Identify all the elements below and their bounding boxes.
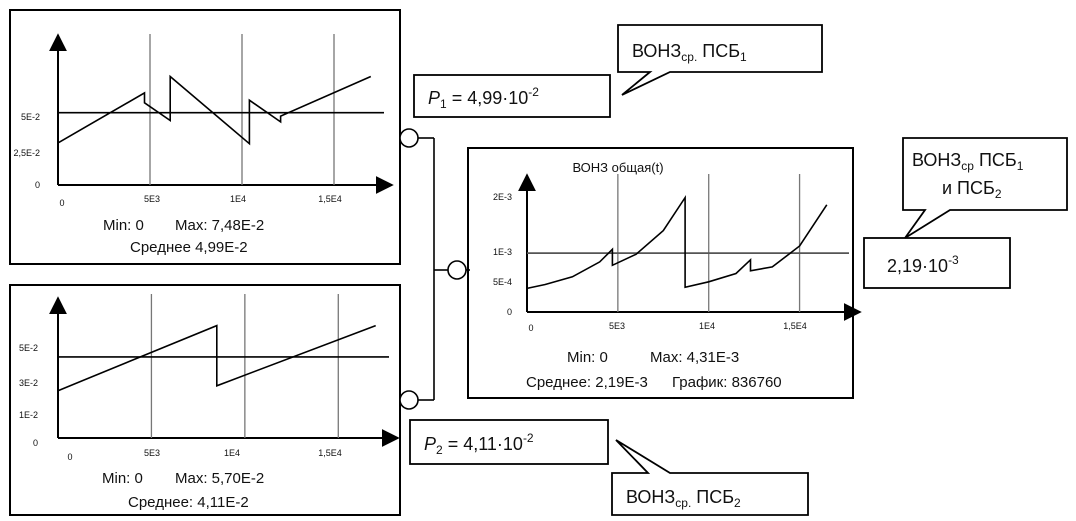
x-tick-label: 5E3	[144, 194, 160, 204]
junction-node	[447, 260, 467, 280]
y-tick-label: 3E-2	[19, 378, 38, 388]
callout-text: ВОНЗср ПСБ1	[912, 150, 1024, 173]
x-tick-label: 0	[67, 452, 72, 462]
mean-value: Среднее 4,99E-2	[130, 239, 248, 256]
x-tick-label: 1,5E4	[318, 448, 342, 458]
y-tick-label: 1E-3	[493, 247, 512, 257]
x-tick-label: 0	[528, 323, 533, 333]
mean-value: Среднее: 4,11E-2	[128, 494, 249, 511]
y-tick-label: 5E-4	[493, 277, 512, 287]
chart-title: ВОНЗ общая(t)	[572, 160, 663, 175]
junction-node	[399, 390, 419, 410]
min-value: Min: 0	[103, 217, 144, 234]
value-box-frame	[863, 237, 1011, 289]
y-tick-label: 0	[33, 438, 38, 448]
callout-shape	[902, 137, 1068, 239]
gridlines	[149, 34, 335, 185]
x-tick-label: 1,5E4	[783, 321, 807, 331]
max-value: Max: 7,48E-2	[175, 217, 264, 234]
callout-psb2: ВОНЗср. ПСБ2	[611, 439, 809, 516]
x-tick-label: 0	[59, 198, 64, 208]
gridlines	[617, 174, 801, 312]
min-value: Min: 0	[567, 349, 608, 366]
series-line	[57, 74, 372, 146]
value-box-frame	[413, 74, 611, 118]
gridlines	[150, 294, 339, 438]
callout-psb1-psb2: ВОНЗср ПСБ1 и ПСБ2	[902, 137, 1068, 239]
x-tick-label: 1,5E4	[318, 194, 342, 204]
total-value: 2,19·10-3	[887, 253, 959, 276]
series-line	[526, 194, 828, 290]
x-tick-label: 5E3	[144, 448, 160, 458]
graph-count: График: 836760	[672, 374, 782, 391]
panel-frame	[9, 9, 401, 265]
y-tick-label: 5E-2	[19, 343, 38, 353]
x-tick-label: 1E4	[230, 194, 246, 204]
min-value: Min: 0	[102, 470, 143, 487]
chart-panel-total: ВОНЗ общая(t) 0 5E-4 1E-3 2E-3 0 5E3 1E4…	[467, 147, 862, 399]
p1-value-box: P1 = 4,99·10-2	[413, 74, 611, 118]
callout-text: ВОНЗср. ПСБ1	[632, 41, 747, 64]
y-tick-label: 2E-3	[493, 192, 512, 202]
p2-value-box: P2 = 4,11·10-2	[409, 419, 609, 465]
connector-lines	[399, 128, 470, 410]
x-tick-label: 5E3	[609, 321, 625, 331]
p2-value: P2 = 4,11·10-2	[424, 431, 534, 457]
chart-panel-psb1: 0 2,5E-2 5E-2 0 5E3 1E4 1,5E4 Min: 0 Max…	[9, 9, 401, 265]
callout-text-line2: и ПСБ2	[942, 178, 1002, 201]
callout-psb1: ВОНЗср. ПСБ1	[617, 24, 823, 96]
max-value: Max: 5,70E-2	[175, 470, 264, 487]
x-tick-label: 1E4	[224, 448, 240, 458]
max-value: Max: 4,31E-3	[650, 349, 739, 366]
y-tick-label: 2,5E-2	[13, 148, 40, 158]
y-tick-label: 1E-2	[19, 410, 38, 420]
callout-shape	[617, 24, 823, 96]
junction-node	[399, 128, 419, 148]
callout-shape	[611, 439, 809, 516]
chart-panel-psb2: 0 1E-2 3E-2 5E-2 0 5E3 1E4 1,5E4 Min: 0 …	[9, 284, 401, 516]
panel-frame	[9, 284, 401, 516]
series-line	[57, 324, 376, 392]
total-value-box: 2,19·10-3	[863, 237, 1011, 289]
x-tick-label: 1E4	[699, 321, 715, 331]
value-box-frame	[409, 419, 609, 465]
y-tick-label: 0	[507, 307, 512, 317]
callout-text: ВОНЗср. ПСБ2	[626, 487, 741, 510]
p1-value: P1 = 4,99·10-2	[428, 85, 539, 111]
y-tick-label: 5E-2	[21, 112, 40, 122]
mean-value: Среднее: 2,19E-3	[526, 374, 648, 391]
y-tick-label: 0	[35, 180, 40, 190]
